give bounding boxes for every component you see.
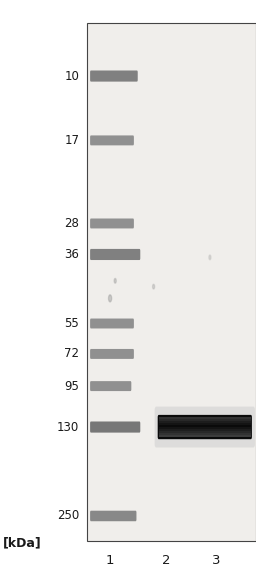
- Bar: [159, 435, 251, 437]
- Bar: [159, 423, 251, 425]
- FancyBboxPatch shape: [90, 218, 134, 228]
- Bar: [159, 429, 251, 431]
- Bar: [159, 419, 251, 421]
- Bar: [159, 433, 251, 435]
- Bar: [159, 425, 251, 427]
- Text: 3: 3: [212, 554, 221, 567]
- FancyBboxPatch shape: [90, 381, 131, 391]
- Text: 72: 72: [64, 347, 79, 360]
- Text: 28: 28: [65, 217, 79, 230]
- Text: 17: 17: [64, 134, 79, 147]
- FancyBboxPatch shape: [90, 135, 134, 145]
- Text: 2: 2: [162, 554, 171, 567]
- Circle shape: [114, 278, 116, 283]
- FancyBboxPatch shape: [90, 511, 136, 521]
- Circle shape: [153, 284, 155, 289]
- Text: 55: 55: [65, 317, 79, 330]
- Text: 95: 95: [65, 380, 79, 393]
- FancyBboxPatch shape: [90, 70, 138, 81]
- Text: [kDa]: [kDa]: [3, 536, 41, 549]
- FancyBboxPatch shape: [158, 415, 252, 439]
- FancyBboxPatch shape: [90, 318, 134, 329]
- Circle shape: [209, 255, 211, 260]
- FancyBboxPatch shape: [90, 349, 134, 359]
- Text: 10: 10: [65, 70, 79, 82]
- Bar: [159, 431, 251, 433]
- Text: 130: 130: [57, 421, 79, 433]
- Text: 250: 250: [57, 510, 79, 522]
- FancyBboxPatch shape: [90, 421, 140, 433]
- Text: 1: 1: [106, 554, 114, 567]
- Bar: [159, 421, 251, 423]
- Bar: [159, 427, 251, 429]
- FancyBboxPatch shape: [90, 249, 140, 260]
- FancyBboxPatch shape: [155, 407, 255, 448]
- Bar: [159, 417, 251, 419]
- Text: 36: 36: [65, 248, 79, 261]
- Bar: [87, 23, 256, 541]
- Circle shape: [109, 295, 112, 302]
